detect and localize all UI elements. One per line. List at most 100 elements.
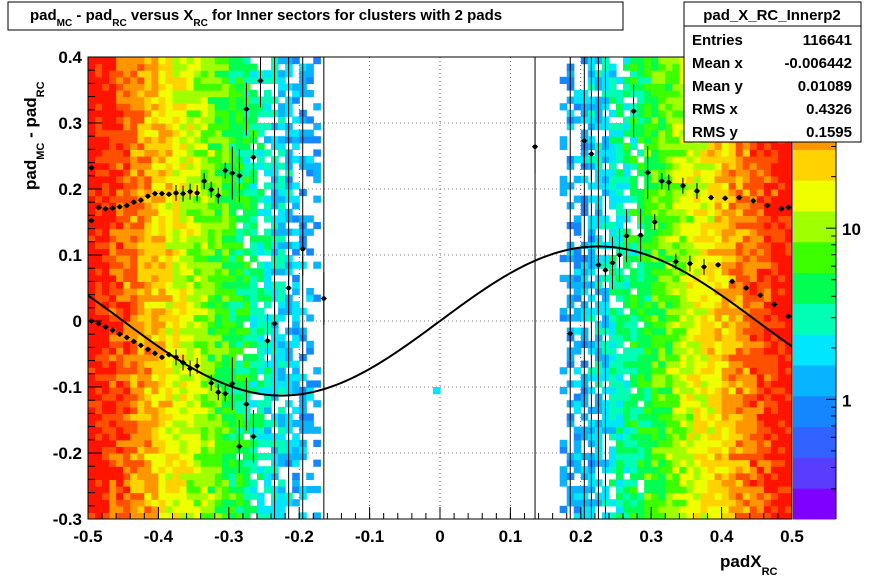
heatmap-cell xyxy=(151,149,159,157)
heatmap-cell xyxy=(756,195,765,203)
heatmap-cell xyxy=(644,228,652,236)
heatmap-cell xyxy=(777,294,786,302)
heatmap-cell xyxy=(665,354,673,362)
heatmap-cell xyxy=(292,459,300,467)
heatmap-cell xyxy=(130,479,138,487)
heatmap-cell xyxy=(123,314,131,322)
heatmap-cell xyxy=(278,182,286,190)
heatmap-cell xyxy=(728,182,737,190)
heatmap-cell xyxy=(749,149,758,157)
heatmap-cell xyxy=(242,182,251,190)
heatmap-cell xyxy=(707,208,716,216)
heatmap-cell xyxy=(714,459,723,467)
heatmap-cell xyxy=(102,281,110,289)
heatmap-cell xyxy=(763,439,772,447)
heatmap-cell xyxy=(672,189,680,197)
heatmap-cell xyxy=(95,439,103,447)
heatmap-cell xyxy=(95,116,103,124)
heatmap-cell xyxy=(728,446,737,454)
heatmap-cell xyxy=(693,466,702,474)
heatmap-cell xyxy=(214,499,223,507)
heatmap-cell xyxy=(686,142,695,150)
heatmap-cell xyxy=(679,63,687,71)
heatmap-cell xyxy=(573,314,582,322)
heatmap-cell xyxy=(672,136,680,144)
heatmap-cell xyxy=(200,400,209,408)
heatmap-cell xyxy=(193,208,202,216)
heatmap-cell xyxy=(707,149,716,157)
heatmap-cell xyxy=(559,274,568,282)
heatmap-cell xyxy=(158,433,167,441)
heatmap-cell xyxy=(278,334,286,342)
heatmap-cell xyxy=(151,268,159,276)
heatmap-cell xyxy=(658,268,666,276)
heatmap-cell xyxy=(200,479,209,487)
heatmap-cell xyxy=(763,162,772,170)
heatmap-cell xyxy=(123,149,131,157)
y-tick-label: 0 xyxy=(73,312,82,331)
heatmap-cell xyxy=(637,63,645,71)
heatmap-cell xyxy=(137,136,145,144)
heatmap-cell xyxy=(200,215,209,223)
heatmap-cell xyxy=(693,327,702,335)
heatmap-cell xyxy=(109,307,117,315)
heatmap-cell xyxy=(686,307,695,315)
heatmap-cell xyxy=(200,294,209,302)
heatmap-cell xyxy=(763,307,772,315)
heatmap-cell xyxy=(573,446,582,454)
heatmap-cell xyxy=(292,83,300,91)
heatmap-cell xyxy=(130,406,138,414)
heatmap-cell xyxy=(186,142,195,150)
heatmap-cell xyxy=(742,261,751,269)
heatmap-cell xyxy=(116,281,124,289)
heatmap-cell xyxy=(777,446,786,454)
heatmap-cell xyxy=(721,492,730,500)
heatmap-cell xyxy=(313,169,321,177)
heatmap-cell xyxy=(228,241,237,249)
heatmap-cell xyxy=(207,57,216,65)
heatmap-cell xyxy=(658,162,666,170)
heatmap-cell xyxy=(179,76,188,84)
heatmap-cell xyxy=(179,281,188,289)
heatmap-cell xyxy=(102,142,110,150)
heatmap-cell xyxy=(102,314,110,322)
heatmap-cell xyxy=(637,367,645,375)
heatmap-cell xyxy=(608,466,617,474)
heatmap-cell xyxy=(770,380,779,388)
heatmap-cell xyxy=(658,420,666,428)
heatmap-cell xyxy=(207,255,216,263)
heatmap-cell xyxy=(630,446,638,454)
heatmap-cell xyxy=(777,321,786,329)
heatmap-cell xyxy=(116,255,124,263)
heatmap-cell xyxy=(214,116,223,124)
heatmap-cell xyxy=(313,367,321,375)
heatmap-cell xyxy=(700,149,709,157)
profile-point xyxy=(131,339,137,344)
heatmap-cell xyxy=(278,103,286,111)
heatmap-cell xyxy=(109,294,117,302)
heatmap-cell xyxy=(672,340,680,348)
heatmap-cell xyxy=(616,486,624,494)
heatmap-cell xyxy=(714,327,723,335)
heatmap-cell xyxy=(214,380,223,388)
heatmap-cell xyxy=(165,367,174,375)
heatmap-cell xyxy=(109,255,117,263)
heatmap-cell xyxy=(735,439,744,447)
heatmap-cell xyxy=(679,492,687,500)
heatmap-cell xyxy=(658,202,666,210)
heatmap-cell xyxy=(137,459,145,467)
heatmap-cell xyxy=(721,367,730,375)
heatmap-cell xyxy=(193,169,202,177)
heatmap-cell xyxy=(172,274,181,282)
heatmap-cell xyxy=(172,486,181,494)
heatmap-cell xyxy=(721,400,730,408)
heatmap-cell xyxy=(637,136,645,144)
heatmap-cell xyxy=(214,420,223,428)
heatmap-cell xyxy=(172,380,181,388)
heatmap-cell xyxy=(672,123,680,131)
heatmap-cell xyxy=(123,103,131,111)
heatmap-cell xyxy=(651,426,659,434)
heatmap-cell xyxy=(686,182,695,190)
heatmap-cell xyxy=(228,255,237,263)
heatmap-cell xyxy=(728,393,737,401)
